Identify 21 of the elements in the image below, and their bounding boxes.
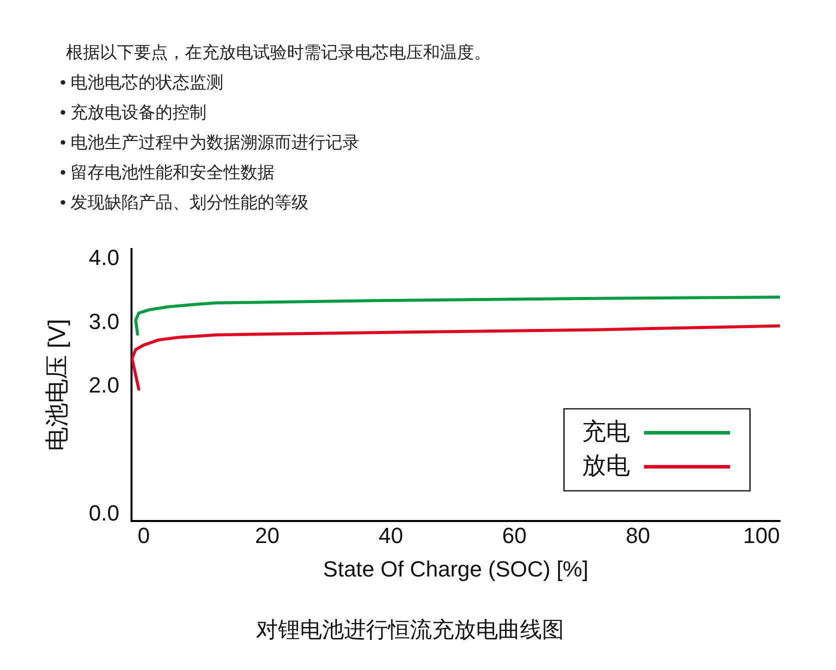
x-tick-label: 60: [502, 523, 527, 548]
x-tick-label: 80: [626, 523, 650, 548]
text: • 充放电设备的控制: [60, 102, 208, 124]
text: • 发现缺陷产品、划分性能的等级: [60, 192, 310, 214]
text: 根据以下要点，在充放电试验时需记录电芯电压和温度。: [66, 42, 492, 64]
x-tick-label: 40: [378, 523, 404, 548]
legend-label: 充电: [582, 418, 630, 446]
text: • 电池电芯的状态监测: [60, 72, 225, 94]
y-axis-title: 电池电压 [V]: [44, 318, 72, 452]
x-axis-title: State Of Charge (SOC) [%]: [323, 556, 588, 582]
text: • 电池生产过程中为数据溯源而进行记录: [60, 132, 361, 154]
y-tick-label: 2.0: [88, 372, 120, 398]
y-tick-label: 0.0: [88, 500, 120, 526]
y-tick-label: 3.0: [88, 308, 120, 334]
y-tick-label: 4.0: [88, 244, 120, 270]
text: • 留存电池性能和安全性数据: [60, 162, 276, 184]
legend-label: 放电: [582, 452, 630, 480]
text: 对锂电池进行恒流充放电曲线图: [256, 616, 564, 642]
x-tick-label: 0: [138, 523, 150, 548]
x-tick-label: 100: [743, 523, 780, 548]
x-tick-label: 20: [255, 523, 280, 548]
